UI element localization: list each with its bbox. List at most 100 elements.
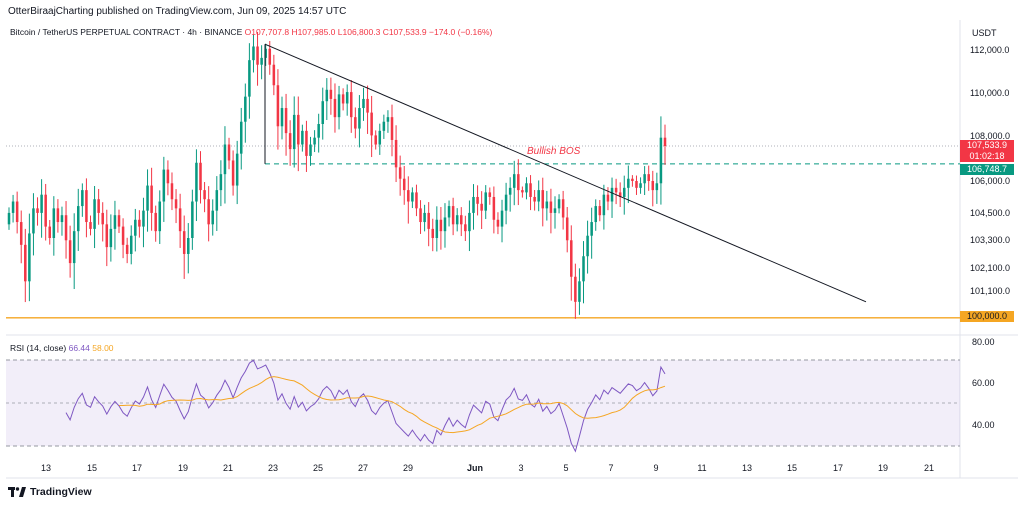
time-tick: 19 (878, 463, 888, 473)
currency-label[interactable]: USDT (972, 28, 997, 38)
candle-body (85, 190, 88, 223)
candle-body (517, 174, 520, 191)
price-change: −174.0 (−0.16%) (429, 27, 493, 37)
candle-body (337, 94, 341, 118)
price-tick: 108,000.0 (970, 131, 1010, 141)
candle-body (390, 117, 394, 140)
rsi-name[interactable]: RSI (14, close) (10, 343, 67, 353)
price-tick: 110,000.0 (970, 88, 1009, 98)
candle-body (492, 196, 496, 220)
symbol-legend: Bitcoin / TetherUS PERPETUAL CONTRACT · … (10, 27, 492, 37)
candle-body (105, 224, 109, 248)
candle-body (113, 215, 117, 229)
rsi-value: 66.44 (68, 343, 90, 353)
candle-body (280, 108, 284, 127)
candle-body (195, 162, 198, 202)
tradingview-logo-icon (8, 487, 26, 497)
time-tick: 21 (924, 463, 934, 473)
candle-body (415, 192, 418, 209)
price-tick: 103,300.0 (970, 235, 1010, 245)
candle-body (178, 208, 182, 232)
candle-body (219, 174, 223, 191)
symbol-name[interactable]: Bitcoin / TetherUS PERPETUAL CONTRACT · … (10, 27, 243, 37)
time-tick: 15 (787, 463, 797, 473)
candle-body (431, 228, 435, 238)
candle-body (109, 228, 113, 248)
time-tick: 3 (518, 463, 523, 473)
price-tick: 106,000.0 (970, 176, 1010, 186)
candle-body (81, 190, 84, 207)
tradingview-logo[interactable]: TradingView (8, 486, 92, 498)
candle-body (354, 117, 357, 129)
candle-body (447, 206, 451, 218)
time-tick: 15 (87, 463, 97, 473)
candle-body (187, 238, 190, 254)
candle-body (659, 137, 663, 184)
candle-body (647, 174, 650, 181)
candle-body (154, 212, 157, 232)
candle-body (419, 208, 422, 223)
candle-body (239, 121, 243, 154)
candle-body (402, 178, 406, 191)
candle-body (504, 194, 508, 211)
candle-body (521, 190, 524, 193)
candle-body (72, 231, 76, 264)
candle-body (40, 194, 43, 213)
time-tick: 13 (41, 463, 51, 473)
candle-body (394, 139, 398, 168)
time-tick: 19 (178, 463, 188, 473)
time-tick: Jun (467, 463, 483, 473)
candle-body (93, 199, 96, 229)
candle-body (276, 85, 280, 127)
rsi-tick: 40.00 (972, 420, 995, 430)
price-tick: 112,000.0 (970, 45, 1009, 55)
candle-body (36, 208, 39, 213)
candle-body (537, 190, 540, 202)
candle-body (121, 226, 125, 245)
candle-body (142, 210, 145, 227)
candle-body (386, 117, 390, 122)
candle-body (174, 199, 178, 209)
candle-body (158, 201, 162, 232)
candle-body (590, 222, 593, 236)
candle-body (288, 133, 292, 150)
candle-body (207, 199, 210, 225)
price-tick: 102,100.0 (970, 263, 1010, 273)
candle-body (529, 183, 532, 197)
candle-body (244, 96, 247, 122)
candle-body (631, 178, 634, 181)
candle-body (97, 199, 100, 213)
time-tick: 7 (608, 463, 613, 473)
candle-body (28, 233, 31, 282)
rsi-axis: 80.00 60.00 40.00 (972, 337, 995, 430)
candle-body (231, 160, 235, 186)
candle-body (423, 212, 426, 223)
candle-body (618, 192, 622, 197)
ohlc-open: O107,707.8 (244, 27, 290, 37)
candle-body (301, 130, 304, 145)
candle-body (134, 219, 137, 236)
time-tick: 17 (833, 463, 843, 473)
candle-body (48, 226, 52, 238)
candle-body (101, 212, 104, 225)
candle-body (443, 217, 447, 232)
candle-body (435, 219, 439, 238)
candle-body (512, 174, 516, 188)
candle-body (52, 208, 56, 238)
ohlc-close: C107,533.9 (382, 27, 427, 37)
price-tick: 101,100.0 (970, 286, 1010, 296)
candle-body (451, 206, 455, 225)
candle-body (235, 153, 239, 186)
candle-body (468, 212, 471, 232)
candle-body (553, 208, 557, 213)
candle-body (56, 208, 60, 223)
candle-body (643, 174, 646, 184)
publisher-line: OtterBiraajCharting published on Trading… (8, 6, 347, 17)
candle-body (488, 192, 492, 197)
candle-body (545, 201, 549, 209)
candle-body (146, 185, 149, 211)
candle-body (223, 144, 227, 175)
time-tick: 13 (742, 463, 752, 473)
candle-body (11, 201, 15, 213)
candle-body (292, 114, 296, 150)
